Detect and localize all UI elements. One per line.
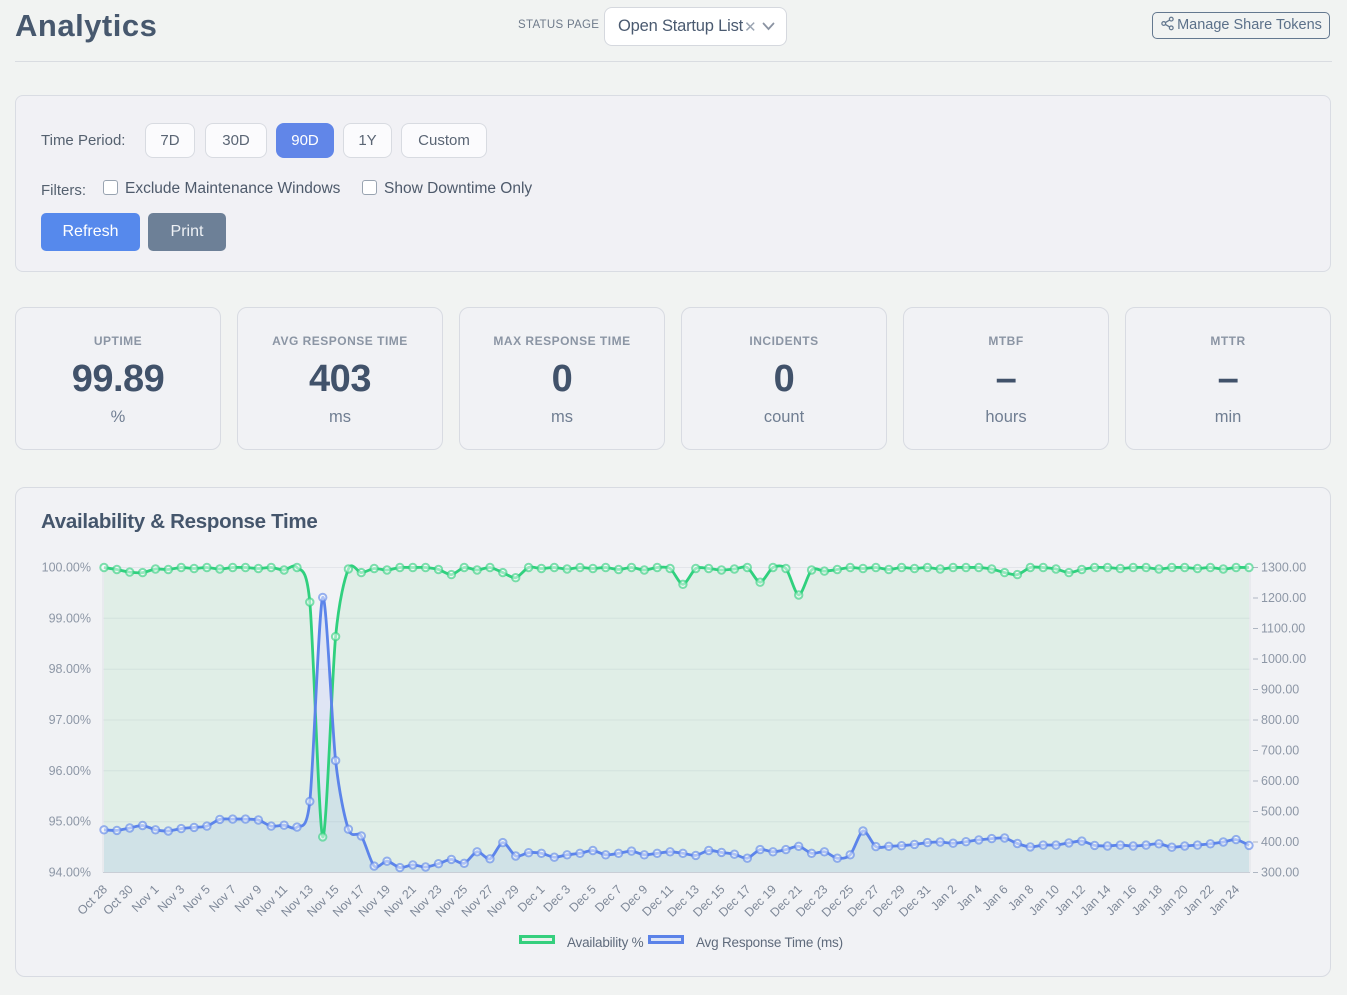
svg-text:700.00: 700.00 (1261, 744, 1299, 758)
svg-text:500.00: 500.00 (1261, 805, 1299, 819)
svg-text:Jan 2: Jan 2 (928, 882, 959, 913)
svg-text:Oct 30: Oct 30 (100, 882, 136, 918)
svg-text:94.00%: 94.00% (49, 866, 91, 880)
svg-text:Dec 3: Dec 3 (541, 882, 574, 915)
svg-text:Nov 1: Nov 1 (129, 882, 162, 915)
svg-text:Dec 5: Dec 5 (566, 882, 599, 915)
svg-text:96.00%: 96.00% (49, 764, 91, 778)
svg-text:1300.00: 1300.00 (1261, 561, 1306, 575)
svg-text:Nov 5: Nov 5 (180, 882, 213, 915)
svg-text:300.00: 300.00 (1261, 866, 1299, 880)
svg-text:Nov 3: Nov 3 (155, 882, 188, 915)
svg-text:Dec 1: Dec 1 (515, 882, 548, 915)
svg-text:98.00%: 98.00% (49, 662, 91, 676)
svg-text:800.00: 800.00 (1261, 713, 1299, 727)
svg-text:1000.00: 1000.00 (1261, 652, 1306, 666)
svg-text:Dec 7: Dec 7 (592, 882, 625, 915)
svg-text:Jan 4: Jan 4 (954, 882, 985, 913)
svg-text:95.00%: 95.00% (49, 815, 91, 829)
svg-text:400.00: 400.00 (1261, 835, 1299, 849)
svg-text:Jan 6: Jan 6 (980, 882, 1011, 913)
svg-text:Nov 7: Nov 7 (206, 882, 239, 915)
svg-text:1100.00: 1100.00 (1261, 622, 1305, 636)
svg-text:900.00: 900.00 (1261, 683, 1299, 697)
svg-text:600.00: 600.00 (1261, 774, 1299, 788)
svg-text:100.00%: 100.00% (42, 561, 91, 575)
svg-text:1200.00: 1200.00 (1261, 591, 1306, 605)
svg-text:99.00%: 99.00% (49, 611, 91, 625)
svg-text:97.00%: 97.00% (49, 713, 91, 727)
